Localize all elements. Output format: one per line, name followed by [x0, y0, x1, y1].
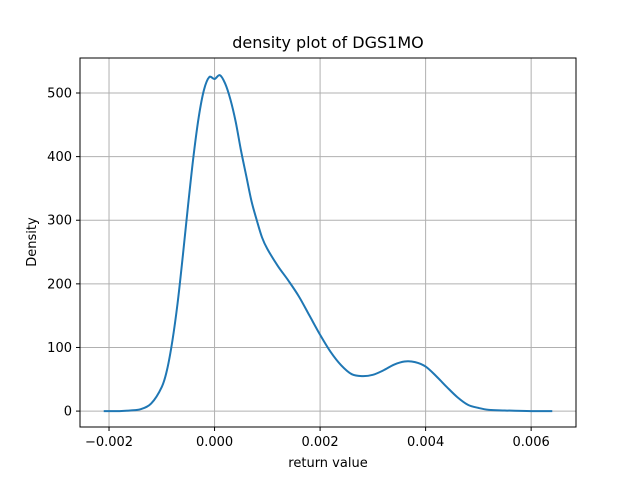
x-tick-label: −0.002	[85, 435, 133, 450]
grid	[80, 58, 576, 427]
density-line	[103, 74, 553, 413]
y-axis-ticks: 0 100 200 300 400 500	[47, 86, 80, 420]
chart-title: density plot of DGS1MO	[232, 33, 423, 52]
y-tick-label: 500	[47, 86, 72, 101]
x-tick-label: 0.000	[196, 435, 233, 450]
plot-frame	[79, 57, 577, 428]
y-tick-label: 200	[47, 277, 72, 292]
series-layer	[103, 74, 553, 413]
x-tick-label: 0.004	[407, 435, 444, 450]
y-tick-label: 100	[47, 341, 72, 356]
y-tick-label: 300	[47, 214, 72, 229]
y-tick-label: 400	[47, 150, 72, 165]
x-tick-label: 0.006	[513, 435, 550, 450]
y-tick-label: 0	[64, 405, 72, 420]
y-axis-label: Density	[25, 217, 40, 267]
x-axis-ticks: −0.002 0.000 0.002 0.004 0.006	[85, 427, 550, 450]
x-axis-label: return value	[288, 456, 367, 471]
x-tick-label: 0.002	[301, 435, 338, 450]
